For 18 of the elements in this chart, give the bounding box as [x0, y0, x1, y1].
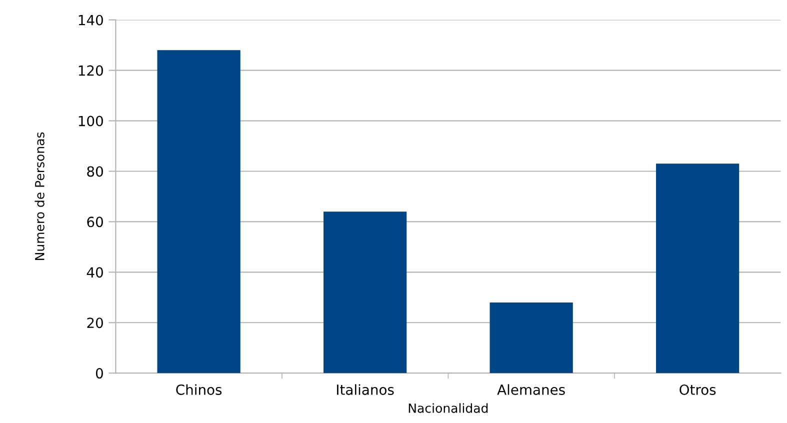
bar: [324, 212, 407, 374]
y-tick-label: 20: [87, 318, 103, 328]
bar: [157, 50, 240, 374]
y-tick-label: 60: [87, 216, 103, 228]
y-tick-label: 80: [87, 166, 103, 177]
x-tick-label: Alemanes: [497, 384, 565, 395]
bar: [490, 302, 573, 374]
y-tick-label: 120: [78, 65, 103, 76]
x-axis-title: Nacionalidad: [408, 403, 488, 413]
y-tick-label: 140: [78, 14, 103, 26]
bar: [656, 164, 740, 374]
y-tick-label: 100: [78, 116, 103, 126]
x-tick-label: Otros: [680, 384, 716, 395]
y-tick-label: 0: [96, 368, 103, 379]
y-tick-label: 40: [86, 267, 103, 278]
y-axis-title: Numero de Personas: [34, 132, 44, 260]
x-tick-label: Chinos: [176, 384, 222, 395]
x-tick-label: Italianos: [337, 384, 394, 395]
